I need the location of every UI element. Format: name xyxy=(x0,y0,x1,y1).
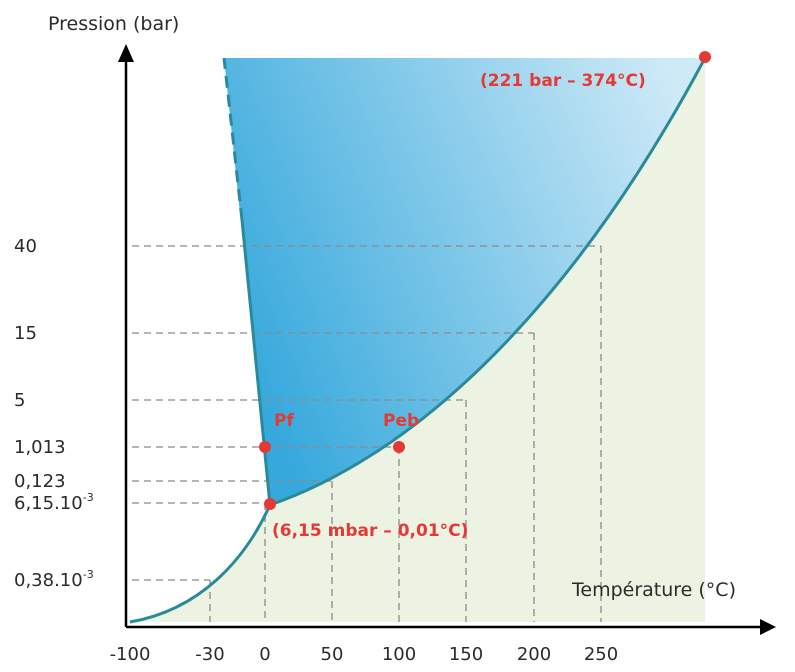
x-tick-label: 50 xyxy=(321,644,344,665)
fusion-curve xyxy=(240,219,272,506)
y-axis-title: Pression (bar) xyxy=(48,13,179,35)
sublimation-curve xyxy=(129,504,272,624)
x-tick-label: -30 xyxy=(195,644,224,665)
triple-point xyxy=(264,498,276,510)
critical-point xyxy=(699,51,711,63)
y-tick-label: 6,15.10-3 xyxy=(14,491,94,514)
y-tick-label: 5 xyxy=(14,390,25,411)
y-axis-arrow xyxy=(118,44,134,62)
vaporization-curve xyxy=(269,57,707,507)
y-tick-label: 40 xyxy=(14,236,37,257)
y-tick-label: 1,013 xyxy=(14,437,66,458)
vapor-region xyxy=(130,58,705,622)
x-tick-label: 250 xyxy=(584,644,618,665)
fusion-curve-extension xyxy=(222,57,244,221)
x-tick-label: -100 xyxy=(110,644,151,665)
y-tick-label: 0,123 xyxy=(14,471,66,492)
y-tick-label: 15 xyxy=(14,323,37,344)
fusion-point-label: Pf xyxy=(274,411,294,431)
fusion-point xyxy=(259,441,271,453)
y-tick-label: 0,38.10-3 xyxy=(14,568,94,591)
x-tick-labels: -100 -30 0 50 100 150 200 250 xyxy=(110,644,619,665)
x-tick-label: 200 xyxy=(517,644,551,665)
ebullition-point-label: Peb xyxy=(383,411,419,431)
critical-point-label: (221 bar – 374°C) xyxy=(480,71,646,91)
x-axis-title: Température (°C) xyxy=(571,579,736,601)
x-axis-arrow xyxy=(760,619,776,635)
ebullition-point xyxy=(393,441,405,453)
x-tick-label: 0 xyxy=(259,644,270,665)
x-tick-label: 150 xyxy=(449,644,483,665)
liquid-region xyxy=(224,58,705,505)
triple-point-label: (6,15 mbar – 0,01°C) xyxy=(272,521,468,541)
x-tick-label: 100 xyxy=(382,644,416,665)
